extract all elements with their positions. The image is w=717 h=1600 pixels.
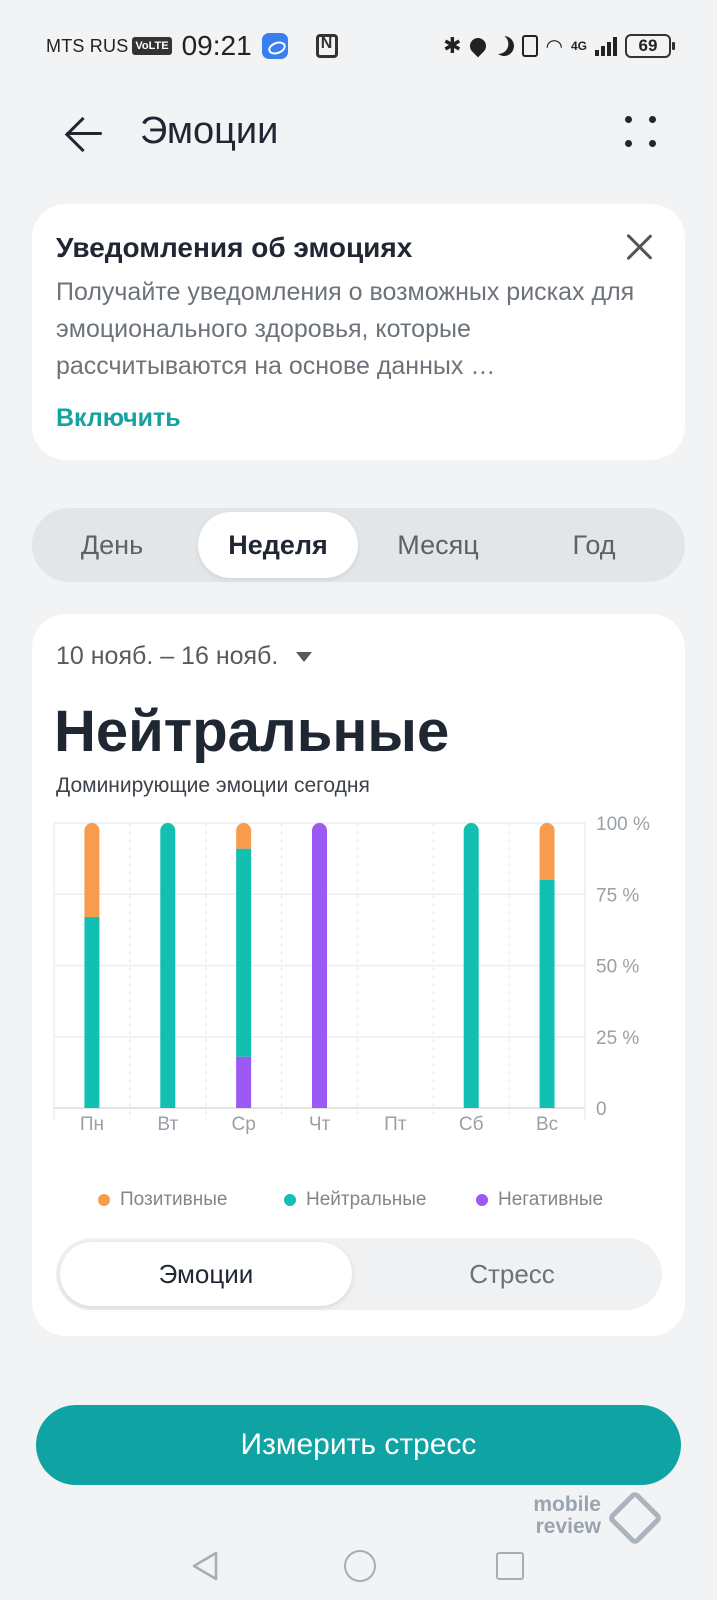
x-tick-label: Вс [536, 1114, 558, 1135]
nav-back-icon[interactable] [190, 1550, 220, 1582]
network-type: 4G [570, 39, 587, 53]
nav-recents-icon[interactable] [496, 1552, 524, 1580]
y-tick-label: 25 % [596, 1028, 639, 1049]
legend-label: Нейтральные [306, 1189, 427, 1210]
dot [625, 140, 632, 147]
carrier-name: MTS RUS [46, 35, 129, 56]
x-tick-label: Пн [80, 1114, 104, 1135]
y-tick-label: 0 [596, 1099, 607, 1120]
tab-month[interactable]: Месяц [397, 530, 479, 560]
watermark-logo: mobile review [511, 1489, 664, 1550]
diamond-logo-icon [606, 1489, 664, 1547]
status-time: 09:21 [181, 30, 252, 61]
x-tick-label: Вт [157, 1114, 178, 1135]
app-notification-icon [261, 33, 288, 59]
bar-segment [160, 823, 176, 1108]
emotions-bar-chart: 0 25 % 50 % 75 % 100 % Пн Вт Ср Чт Пт Сб Вс [53, 814, 650, 1135]
notification-title: Уведомления об эмоциях [56, 232, 413, 263]
legend-dot [284, 1194, 296, 1206]
bar-segment [236, 1056, 252, 1108]
nav-home-icon[interactable] [344, 1550, 376, 1582]
segment-stress[interactable]: Стресс [469, 1259, 555, 1289]
legend-negative: Негативные [476, 1189, 603, 1211]
notification-text: Получайте уведомления о возможных рисках… [56, 278, 635, 380]
bar-segment [84, 823, 100, 918]
segment-emotions[interactable]: Эмоции [60, 1242, 352, 1306]
dominant-emotion: Нейтральные [54, 699, 450, 764]
vibrate-icon [521, 35, 538, 57]
notification-card: Уведомления об эмоциях Получайте уведомл… [32, 204, 685, 460]
period-tabs: День Неделя Месяц Год [32, 508, 685, 582]
bar-segment [236, 823, 252, 849]
x-tick-label: Ср [231, 1114, 255, 1135]
dot [649, 140, 656, 147]
chart-mode-toggle: Эмоции Стресс [56, 1238, 662, 1310]
bar-segment [84, 917, 100, 1108]
bluetooth-icon: ✱ [443, 33, 462, 58]
caret-down-icon [296, 652, 313, 663]
bar-segment [463, 823, 479, 1108]
wifi-icon: ◠ [545, 35, 563, 58]
bar-segment [539, 823, 555, 880]
bar-segment [236, 848, 252, 1057]
do-not-disturb-icon [491, 33, 517, 59]
y-tick-label: 100 % [596, 814, 650, 835]
location-icon [466, 34, 489, 58]
nfc-icon [315, 34, 338, 58]
volte-badge: VoLTE [132, 37, 172, 55]
emotions-chart-card: 10 нояб. – 16 нояб. Нейтральные Доминиру… [32, 614, 685, 1336]
dot [625, 116, 632, 123]
dot [649, 116, 656, 123]
close-icon[interactable] [625, 232, 655, 262]
y-tick-label: 50 % [596, 957, 639, 978]
watermark-line2: review [535, 1515, 601, 1538]
status-icons: ✱ ◠ 4G 69 [443, 33, 675, 59]
bar-segment [539, 880, 555, 1108]
x-tick-label: Сб [459, 1114, 484, 1135]
watermark-text: mobile review [511, 1494, 601, 1538]
watermark-line1: mobile [533, 1493, 601, 1516]
more-button[interactable] [621, 112, 661, 152]
app-header: Эмоции [0, 100, 717, 166]
tab-day[interactable]: День [80, 530, 144, 560]
battery-icon: 69 [625, 34, 675, 58]
measure-stress-button[interactable]: Измерить стресс [36, 1405, 681, 1485]
status-bar: MTS RUS VoLTE 09:21 ✱ ◠ 4G 69 [46, 26, 675, 66]
date-range-selector[interactable]: 10 нояб. – 16 нояб. [56, 642, 313, 671]
legend-neutral: Нейтральные [284, 1189, 426, 1211]
y-tick-label: 75 % [596, 885, 639, 906]
legend-label: Позитивные [120, 1189, 228, 1210]
x-tick-label: Чт [309, 1114, 331, 1135]
x-tick-label: Пт [384, 1114, 407, 1135]
legend-positive: Позитивные [98, 1189, 227, 1211]
enable-link[interactable]: Включить [56, 404, 181, 432]
legend-label: Негативные [498, 1189, 604, 1210]
bar-segment [312, 823, 327, 1108]
legend-dot [476, 1194, 488, 1206]
page-title: Эмоции [140, 110, 279, 152]
dominant-subtitle: Доминирующие эмоции сегодня [56, 774, 370, 797]
legend-dot [98, 1194, 110, 1206]
system-nav-bar [0, 1540, 717, 1590]
chart-legend: Позитивные Нейтральные Негативные [32, 1189, 685, 1219]
back-button[interactable] [58, 108, 108, 158]
date-range-text: 10 нояб. – 16 нояб. [56, 642, 279, 670]
tab-year[interactable]: Год [572, 530, 616, 560]
signal-icon [595, 36, 617, 56]
tab-week[interactable]: Неделя [198, 512, 358, 578]
